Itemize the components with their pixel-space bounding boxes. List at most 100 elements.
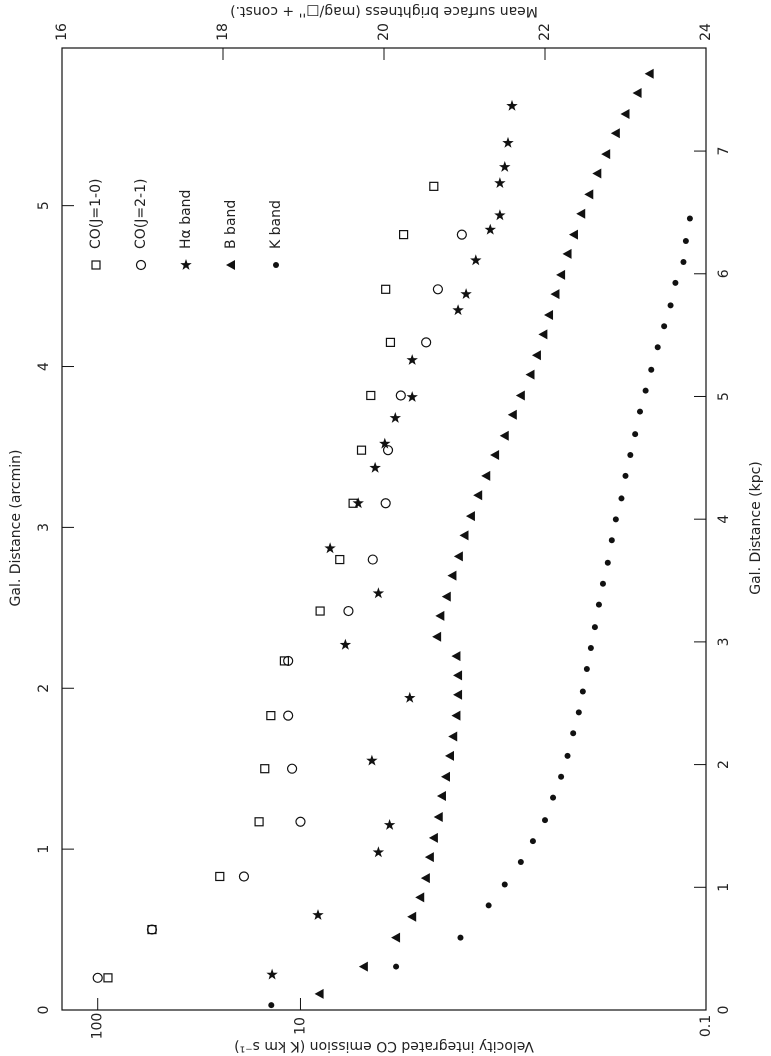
- star-marker: [369, 461, 381, 473]
- triangle-marker: [435, 610, 445, 621]
- y2-tick-label: 24: [698, 23, 714, 41]
- square-marker: [266, 711, 276, 721]
- triangle-marker: [424, 852, 434, 863]
- star-marker: [460, 288, 472, 299]
- dot-marker: [517, 859, 524, 865]
- dot-marker: [604, 559, 611, 566]
- star-marker: [406, 391, 418, 402]
- x-tick-label: 4: [36, 362, 52, 371]
- legend-label: CO(J=1-0): [88, 179, 104, 249]
- dot-marker: [579, 688, 586, 695]
- y2-tick-label: 18: [215, 23, 231, 41]
- square-marker: [335, 554, 345, 565]
- triangle-marker: [568, 229, 578, 240]
- triangle-marker: [314, 988, 324, 999]
- dot-marker: [558, 773, 565, 780]
- triangle-marker: [610, 128, 620, 139]
- circle-marker: [92, 972, 103, 983]
- dot-marker: [564, 752, 571, 759]
- dot-marker: [457, 934, 464, 941]
- star-marker: [404, 691, 416, 703]
- star-marker: [452, 304, 464, 316]
- star-marker: [312, 909, 324, 920]
- star-marker: [324, 542, 336, 554]
- triangle-marker: [556, 269, 566, 280]
- triangle-marker: [420, 873, 430, 884]
- dot-marker: [570, 730, 577, 737]
- dot-marker: [680, 258, 687, 265]
- square-marker: [260, 764, 270, 774]
- square-marker: [254, 817, 264, 827]
- triangle-marker: [538, 329, 548, 340]
- y-tick-label: 100: [90, 1013, 106, 1040]
- dot-marker: [627, 452, 634, 458]
- triangle-marker: [226, 260, 235, 270]
- circle-marker: [380, 498, 391, 509]
- dot-marker: [550, 794, 557, 801]
- legend-label: B band: [223, 200, 239, 249]
- x-tick-label: 3: [36, 523, 52, 532]
- triangle-marker: [473, 490, 483, 501]
- triangle-marker: [428, 832, 438, 843]
- dot-marker: [667, 302, 674, 309]
- circle-marker: [135, 259, 147, 271]
- triangle-marker: [440, 771, 450, 782]
- triangle-marker: [448, 731, 458, 742]
- triangle-marker: [601, 149, 611, 160]
- square-marker: [356, 445, 367, 455]
- legend-label: Hα band: [178, 190, 194, 249]
- dot-marker: [622, 472, 629, 479]
- x2-tick-label: 7: [716, 147, 732, 156]
- triangle-marker: [562, 248, 572, 259]
- x-tick-label: 1: [36, 845, 52, 854]
- dot-marker: [583, 665, 590, 672]
- triangle-marker: [441, 591, 451, 602]
- triangle-marker: [447, 570, 457, 581]
- y2-tick-label: 22: [537, 23, 553, 41]
- star-marker: [484, 223, 496, 235]
- star-marker: [499, 161, 511, 172]
- triangle-marker: [451, 710, 461, 721]
- dot-marker: [591, 624, 598, 631]
- star-marker: [389, 412, 401, 423]
- x2-tick-label: 1: [716, 883, 732, 892]
- triangle-marker: [531, 350, 541, 361]
- star-marker: [506, 99, 518, 111]
- triangle-marker: [525, 369, 535, 380]
- triangle-marker: [515, 390, 525, 401]
- circle-marker: [432, 284, 444, 295]
- triangle-marker: [507, 409, 517, 420]
- x2-tick-label: 2: [716, 760, 732, 769]
- square-marker: [429, 181, 439, 191]
- circle-marker: [283, 655, 294, 667]
- x2-tick-label: 5: [716, 392, 732, 401]
- triangle-marker: [432, 631, 442, 642]
- legend-label: CO(J=2-1): [133, 179, 149, 249]
- square-marker: [366, 390, 376, 401]
- x2-tick-label: 0: [716, 1006, 732, 1015]
- square-marker: [385, 337, 396, 347]
- y-axis-title: Velocity integrated CO emission (K km s⁻…: [234, 1038, 534, 1054]
- triangle-marker: [550, 289, 560, 300]
- triangle-marker: [453, 551, 463, 562]
- circle-marker: [456, 229, 467, 240]
- triangle-marker: [632, 88, 642, 99]
- circle-marker: [343, 605, 354, 617]
- x2-axis-title: Gal. Distance (kpc): [748, 461, 764, 595]
- square-marker: [381, 284, 391, 294]
- square-marker: [103, 973, 113, 983]
- dot-marker: [599, 580, 606, 587]
- dot-marker: [612, 516, 619, 523]
- triangle-marker: [453, 689, 463, 700]
- circle-marker: [146, 924, 158, 935]
- x2-tick-label: 6: [716, 269, 732, 278]
- x2-tick-label: 3: [716, 637, 732, 646]
- dot-marker: [485, 902, 492, 909]
- triangle-marker: [358, 961, 368, 972]
- triangle-marker: [433, 811, 443, 822]
- x-tick-label: 2: [36, 684, 52, 693]
- triangle-marker: [445, 750, 455, 761]
- y2-tick-label: 20: [376, 23, 392, 41]
- square-marker: [399, 230, 409, 240]
- x-tick-label: 5: [36, 201, 52, 210]
